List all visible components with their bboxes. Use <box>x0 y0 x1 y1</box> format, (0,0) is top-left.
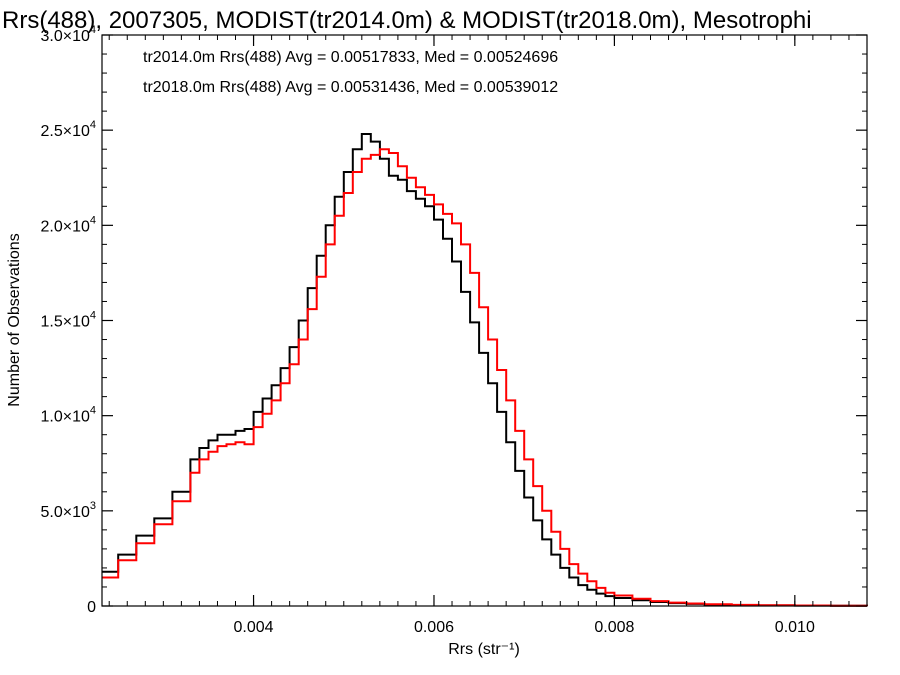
series-line-tr2018.0m <box>102 148 868 607</box>
y-axis-label: Number of Observations <box>6 233 23 406</box>
x-tick-label: 0.008 <box>594 619 634 636</box>
x-tick-label: 0.006 <box>414 619 454 636</box>
x-tick-label: 0.004 <box>234 619 274 636</box>
series-line-tr2014.0m <box>102 133 868 607</box>
x-tick-label: 0.010 <box>775 619 815 636</box>
y-tick-label: 5.0×103 <box>40 500 96 521</box>
legend-entry-tr2018: tr2018.0m Rrs(488) Avg = 0.00531436, Med… <box>143 79 558 96</box>
x-axis-label: Rrs (str⁻¹) <box>448 641 520 658</box>
x-axis: 0.004 0.006 0.008 0.010 <box>108 35 868 636</box>
legend-entry-tr2014: tr2014.0m Rrs(488) Avg = 0.00517833, Med… <box>143 49 558 66</box>
y-axis: 0 5.0×103 1.0×104 1.5×104 2.0×104 2.5×104 3.0×… <box>40 24 867 616</box>
legend: tr2014.0m Rrs(488) Avg = 0.00517833, Med… <box>143 49 558 96</box>
y-tick-label: 3.0×104 <box>40 24 96 45</box>
y-tick-label: 2.0×104 <box>40 214 96 235</box>
y-tick-label: 1.5×104 <box>40 310 96 331</box>
chart-title: Rrs(488), 2007305, MODIST(tr2014.0m) & M… <box>2 7 812 34</box>
y-tick-label: 0 <box>87 599 96 616</box>
plot-area: 0.004 0.006 0.008 0.010 0 5.0×103 1.0×104 1.5×… <box>40 24 868 636</box>
y-tick-label: 1.0×104 <box>40 405 96 426</box>
plot-frame <box>101 34 868 607</box>
y-tick-label: 2.5×104 <box>40 119 96 140</box>
series-layer <box>102 133 868 607</box>
